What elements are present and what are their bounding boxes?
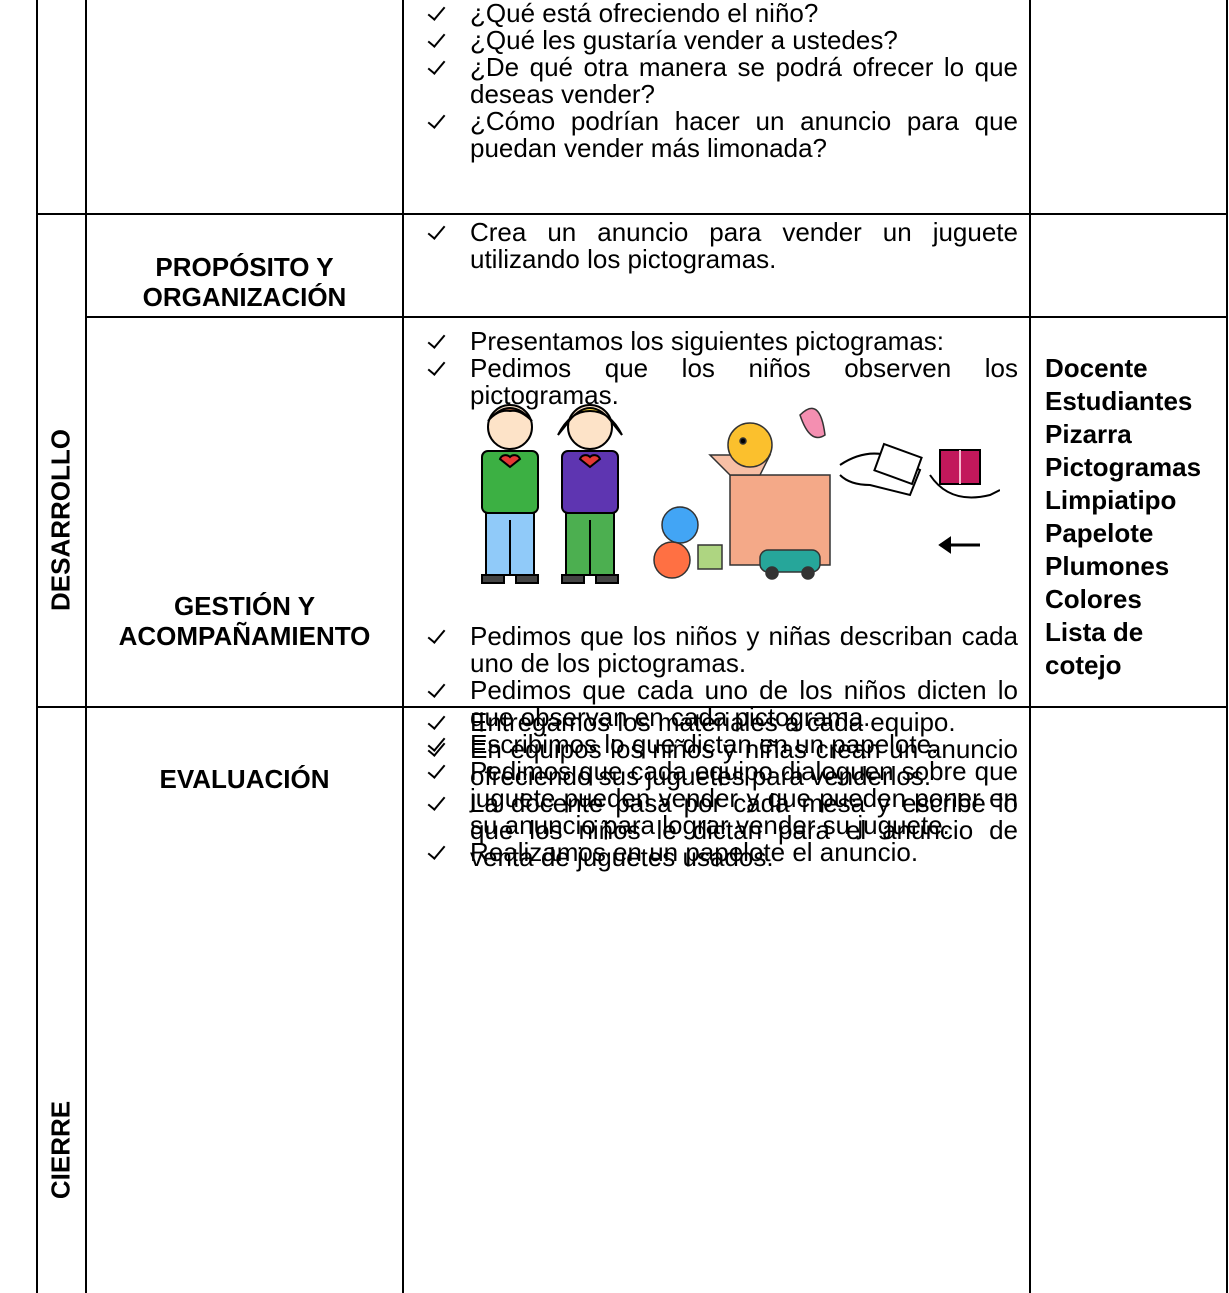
material-item: Colores: [1045, 584, 1142, 614]
activity-list: ¿Qué está ofreciendo el niño? ¿Qué les gu…: [420, 0, 1018, 162]
list-item: ¿Qué está ofreciendo el niño?: [420, 0, 1018, 27]
list-item: En equipos los niños y niñas crean un an…: [420, 736, 1018, 790]
stage-label: DESARROLLO: [45, 429, 76, 611]
section-label: GESTIÓN Y ACOMPAÑAMIENTO: [118, 591, 371, 651]
material-item: Plumones: [1045, 551, 1170, 581]
list-item: ¿Cómo podrían hacer un anuncio para que …: [420, 108, 1018, 162]
list-item: ¿Qué les gustaría vender a ustedes?: [420, 27, 1018, 54]
exchange-hands: [839, 442, 1000, 554]
list-item: La docente pasa por cada mesa y escribe …: [420, 790, 1018, 871]
child-boy: [481, 404, 539, 584]
table-border: [1029, 0, 1031, 1293]
list-item: Pedimos que los niños y niñas describan …: [420, 623, 1018, 677]
list-item: Presentamos los siguientes pictogramas:: [420, 328, 1018, 355]
activity-list: Crea un anuncio para vender un juguete u…: [420, 219, 1018, 273]
list-item: Entregamos los materiales a cada equipo.: [420, 709, 1018, 736]
child-girl: [557, 404, 623, 584]
activity-list: Entregamos los materiales a cada equipo.…: [420, 709, 1018, 871]
table-border: [36, 213, 1228, 215]
table-border: [85, 0, 87, 1293]
material-item: Docente: [1045, 353, 1148, 383]
activity-list: Presentamos los siguientes pictogramas: P…: [420, 328, 1018, 409]
material-item: Pizarra: [1045, 419, 1132, 449]
table-border: [1226, 0, 1228, 1293]
section-label: EVALUACIÓN: [159, 764, 330, 794]
list-item: ¿De qué otra manera se podrá ofrecer lo …: [420, 54, 1018, 108]
table-border: [85, 316, 1228, 318]
section-label: PROPÓSITO Y ORGANIZACIÓN: [142, 252, 347, 312]
material-item: Limpiatipo: [1045, 485, 1177, 515]
table-border: [36, 0, 38, 1293]
materials-list: Docente Estudiantes Pizarra Pictogramas Limp…: [1045, 352, 1227, 682]
stage-label: CIERRE: [45, 1100, 76, 1200]
material-item: Lista de cotejo: [1045, 617, 1144, 680]
list-item: Crea un anuncio para vender un juguete u…: [420, 219, 1018, 273]
material-item: Papelote: [1045, 518, 1154, 548]
material-item: Pictogramas: [1045, 452, 1202, 482]
material-item: Estudiantes: [1045, 386, 1193, 416]
table-border: [402, 0, 404, 1293]
pictograms: [481, 404, 1000, 584]
list-item: Pedimos que los niños observen los picto…: [420, 355, 1018, 409]
toy-box: [653, 407, 831, 580]
